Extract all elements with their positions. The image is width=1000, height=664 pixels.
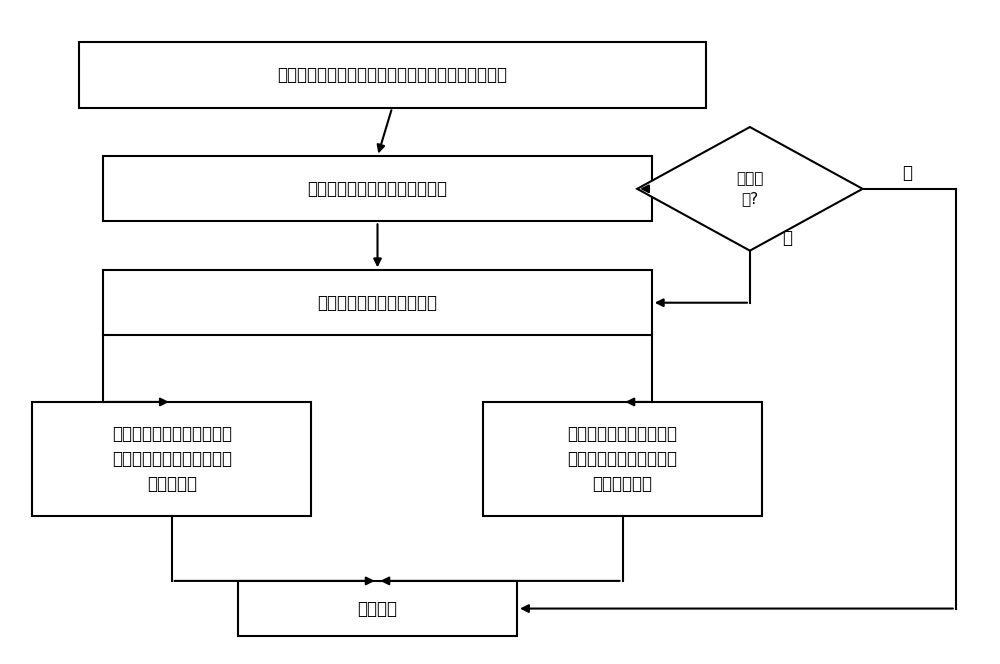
Text: 是: 是 (782, 228, 792, 246)
Bar (32, 402, 311, 516)
Bar (79, 42, 706, 108)
Text: 身份匹
配?: 身份匹 配? (736, 171, 764, 207)
Text: 外设信息装置接收指令并将指令传送至无线收发单元: 外设信息装置接收指令并将指令传送至无线收发单元 (277, 66, 507, 84)
Text: 流程结束: 流程结束 (358, 600, 398, 618)
Text: 否: 否 (902, 163, 912, 181)
Bar (103, 270, 652, 335)
Polygon shape (637, 127, 863, 250)
Text: 如是盘点指令则通过无线
收发单元向外设信息装置
发送应答信号: 如是盘点指令则通过无线 收发单元向外设信息装置 发送应答信号 (568, 425, 678, 493)
Text: 中央控制器对指令进行识别: 中央控制器对指令进行识别 (318, 293, 438, 311)
Bar (238, 581, 517, 636)
Text: 中央控制器对指令进行身份验证: 中央控制器对指令进行身份验证 (308, 180, 448, 198)
Text: 如是定位指令则控制发光装
置发出灯光并控制发声装置
发出提示音: 如是定位指令则控制发光装 置发出灯光并控制发声装置 发出提示音 (112, 425, 232, 493)
Bar (483, 402, 762, 516)
Bar (103, 156, 652, 221)
